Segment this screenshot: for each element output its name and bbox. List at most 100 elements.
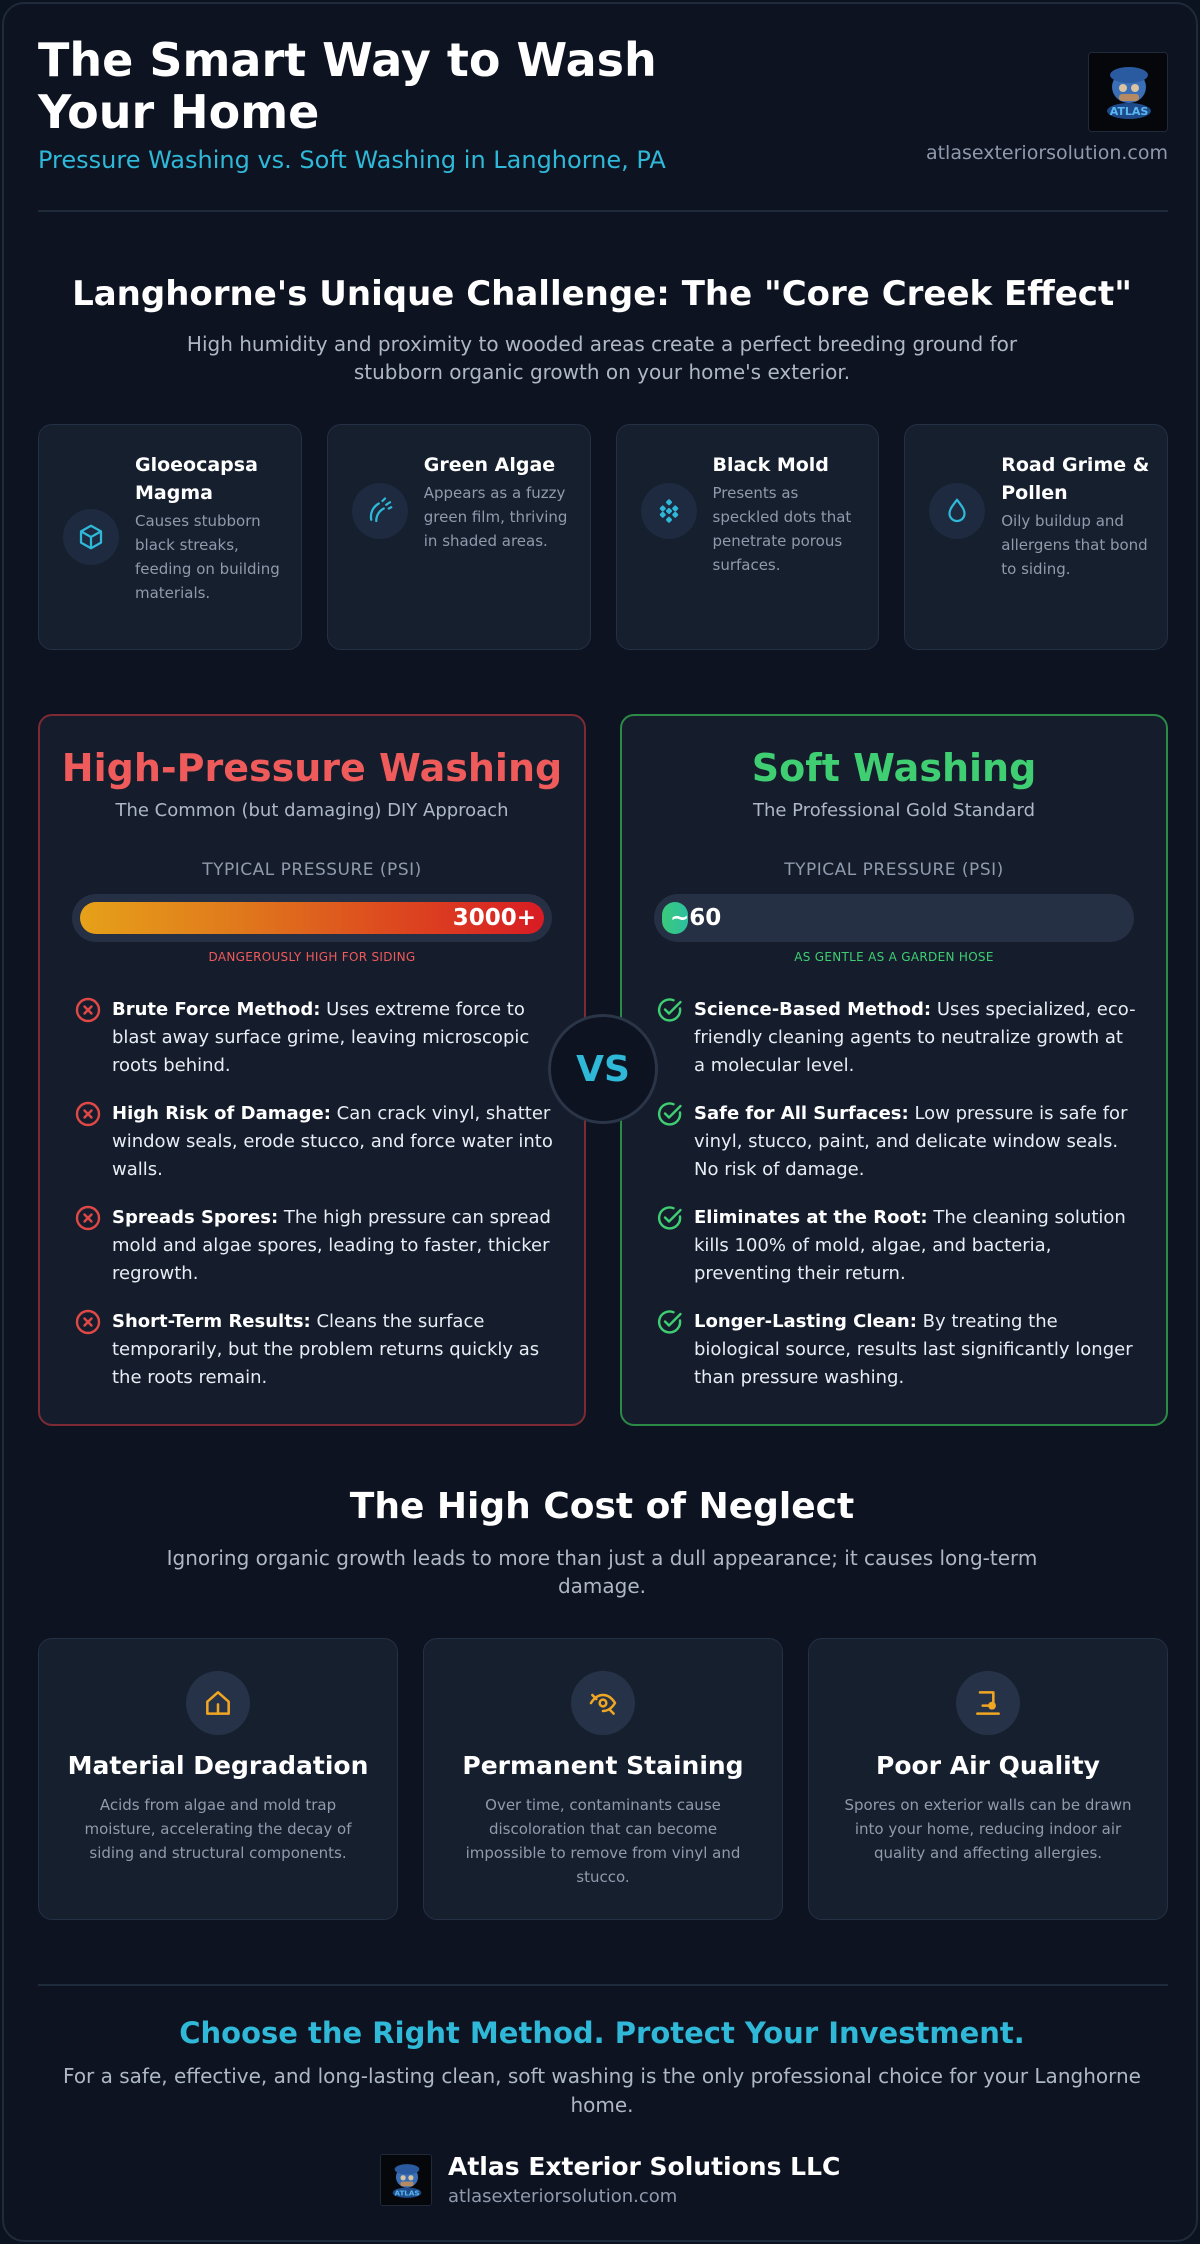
- high-pressure-title: High-Pressure Washing: [61, 746, 563, 790]
- footer-brand: ATLAS Atlas Exterior Solutions LLC atlas…: [380, 2152, 841, 2207]
- point-heading: Spreads Spores:: [112, 1207, 279, 1228]
- neglect-cards: Material Degradation Acids from algae an…: [38, 1638, 1168, 1920]
- point-heading: Safe for All Surfaces:: [694, 1103, 909, 1124]
- challenge-description: High humidity and proximity to wooded ar…: [186, 332, 1018, 384]
- cost-card-material-degradation: Material Degradation Acids from algae an…: [38, 1638, 398, 1920]
- pressure-value: 3000+: [452, 905, 536, 931]
- dots-cluster-icon: [640, 483, 697, 539]
- header-website: atlasexteriorsolution.com: [925, 142, 1168, 164]
- cta-title: Choose the Right Method. Protect Your In…: [179, 2016, 1025, 2050]
- pressure-gauge: 3000+: [72, 894, 552, 942]
- cost-description: Acids from algae and mold trap moisture,…: [84, 1796, 352, 1862]
- vs-badge: VS: [548, 1014, 658, 1124]
- point-text: Can crack vinyl, shatter window seals, e…: [112, 1103, 553, 1180]
- x-circle-icon: [75, 1101, 101, 1127]
- soft-washing-title: Soft Washing: [751, 746, 1037, 790]
- cost-name: Poor Air Quality: [876, 1751, 1100, 1780]
- pressure-value: ~60: [670, 905, 722, 931]
- footer-logo: ATLAS: [380, 2154, 432, 2206]
- house-icon: [186, 1671, 250, 1735]
- list-item: Safe for All Surfaces: Low pressure is s…: [656, 1100, 1136, 1184]
- point-heading: Longer-Lasting Clean:: [694, 1311, 917, 1332]
- high-pressure-points: Brute Force Method: Uses extreme force t…: [74, 996, 554, 1412]
- pressure-note: AS GENTLE AS A GARDEN HOSE: [794, 950, 994, 964]
- challenge-title: Langhorne's Unique Challenge: The "Core …: [72, 274, 1132, 314]
- threat-description: Presents as speckled dots that penetrate…: [712, 484, 852, 574]
- page-title: The Smart Way to Wash Your Home: [38, 33, 657, 139]
- list-item: Eliminates at the Root: The cleaning sol…: [656, 1204, 1136, 1288]
- footer-divider: [38, 1984, 1168, 1986]
- high-pressure-subtitle: The Common (but damaging) DIY Approach: [115, 800, 509, 821]
- eye-slash-icon: [571, 1671, 635, 1735]
- list-item: Science-Based Method: Uses specialized, …: [656, 996, 1136, 1080]
- x-circle-icon: [75, 1309, 101, 1335]
- neglect-description: Ignoring organic growth leads to more th…: [166, 1546, 1038, 1598]
- threat-card-gloeocapsa: Gloeocapsa Magma Causes stubborn black s…: [38, 424, 302, 650]
- point-heading: Science-Based Method:: [694, 999, 932, 1020]
- footer-website: atlasexteriorsolution.com: [448, 2186, 678, 2207]
- list-item: Short-Term Results: Cleans the surface t…: [74, 1308, 554, 1392]
- point-text: The cleaning solution kills 100% of mold…: [694, 1207, 1126, 1284]
- page-subtitle: Pressure Washing vs. Soft Washing in Lan…: [38, 146, 666, 174]
- soft-washing-card: Soft Washing The Professional Gold Stand…: [620, 714, 1168, 1426]
- point-text: Uses extreme force to blast away surface…: [112, 999, 530, 1076]
- check-circle-icon: [657, 998, 682, 1022]
- point-heading: Eliminates at the Root:: [694, 1207, 928, 1228]
- point-text: Cleans the surface temporarily, but the …: [112, 1311, 540, 1388]
- droplet-icon: [929, 483, 986, 539]
- point-heading: Brute Force Method:: [112, 999, 321, 1020]
- point-text: By treating the biological source, resul…: [694, 1311, 1133, 1388]
- x-circle-icon: [75, 997, 101, 1023]
- logo-text: ATLAS: [394, 2188, 419, 2197]
- threat-card-green-algae: Green Algae Appears as a fuzzy green fil…: [326, 424, 591, 650]
- company-logo: ATLAS: [1088, 52, 1168, 132]
- header: The Smart Way to Wash Your Home Pressure…: [38, 34, 1168, 214]
- check-circle-icon: [657, 1310, 682, 1334]
- header-divider: [38, 210, 1168, 212]
- list-item: Brute Force Method: Uses extreme force t…: [74, 996, 554, 1080]
- threat-name: Black Mold: [712, 454, 829, 476]
- list-item: Spreads Spores: The high pressure can sp…: [74, 1204, 554, 1288]
- threat-cards: Gloeocapsa Magma Causes stubborn black s…: [38, 424, 1168, 650]
- cta-description: For a safe, effective, and long-lasting …: [63, 2064, 1141, 2117]
- threat-card-black-mold: Black Mold Presents as speckled dots tha…: [615, 424, 880, 650]
- pressure-gauge-fill: [80, 902, 544, 934]
- soft-washing-subtitle: The Professional Gold Standard: [752, 800, 1036, 821]
- x-circle-icon: [75, 1205, 101, 1231]
- cost-card-poor-air-quality: Poor Air Quality Spores on exterior wall…: [808, 1638, 1168, 1920]
- cost-name: Permanent Staining: [462, 1751, 744, 1780]
- list-item: High Risk of Damage: Can crack vinyl, sh…: [74, 1100, 554, 1184]
- threat-name: Green Algae: [423, 454, 556, 476]
- neglect-title: The High Cost of Neglect: [349, 1486, 855, 1527]
- point-heading: Short-Term Results:: [112, 1311, 311, 1332]
- cube-icon: [63, 509, 119, 565]
- threat-card-road-grime: Road Grime & Pollen Oily buildup and all…: [904, 424, 1168, 650]
- satellite-icon: [351, 483, 408, 539]
- threat-description: Causes stubborn black streaks, feeding o…: [135, 512, 280, 602]
- pressure-label: TYPICAL PRESSURE (PSI): [202, 860, 422, 880]
- check-circle-icon: [657, 1206, 682, 1230]
- threat-name: Gloeocapsa Magma: [135, 454, 258, 504]
- point-text: Uses specialized, eco-friendly cleaning …: [694, 999, 1136, 1076]
- cost-description: Spores on exterior walls can be drawn in…: [844, 1796, 1132, 1862]
- pressure-label: TYPICAL PRESSURE (PSI): [784, 860, 1004, 880]
- logo-text: ATLAS: [1110, 105, 1149, 118]
- cost-description: Over time, contaminants cause discolorat…: [465, 1796, 741, 1886]
- point-text: Low pressure is safe for vinyl, stucco, …: [694, 1103, 1128, 1180]
- air-icon: [956, 1671, 1020, 1735]
- high-pressure-card: High-Pressure Washing The Common (but da…: [38, 714, 586, 1426]
- threat-description: Oily buildup and allergens that bond to …: [1001, 512, 1148, 578]
- check-circle-icon: [657, 1102, 682, 1126]
- pressure-gauge: ~60: [654, 894, 1134, 942]
- threat-description: Appears as a fuzzy green film, thriving …: [423, 484, 568, 550]
- pressure-note: DANGEROUSLY HIGH FOR SIDING: [208, 950, 416, 964]
- point-text: The high pressure can spread mold and al…: [112, 1207, 551, 1284]
- logo-mascot-icon: ATLAS: [381, 2155, 431, 2205]
- pressure-gauge-fill: [662, 902, 688, 934]
- list-item: Longer-Lasting Clean: By treating the bi…: [656, 1308, 1136, 1392]
- soft-washing-points: Science-Based Method: Uses specialized, …: [656, 996, 1136, 1412]
- cost-name: Material Degradation: [67, 1751, 369, 1780]
- point-heading: High Risk of Damage:: [112, 1103, 331, 1124]
- footer-company-name: Atlas Exterior Solutions LLC: [448, 2152, 841, 2181]
